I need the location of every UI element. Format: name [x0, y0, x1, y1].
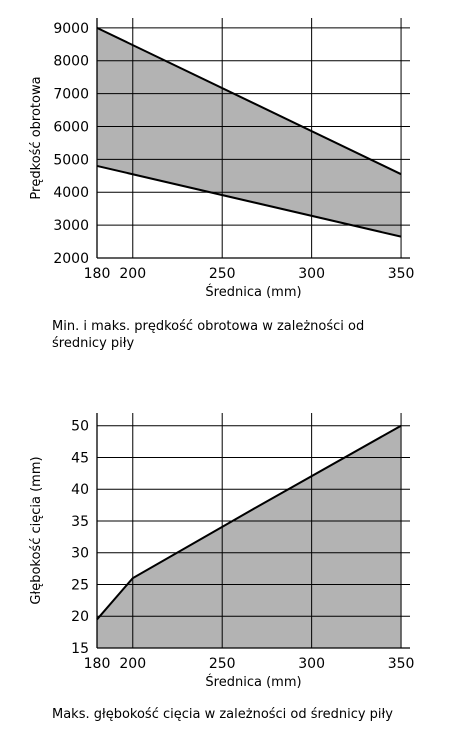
c2-x-tick-label: 350 [388, 656, 415, 672]
c1-y-tick-label: 6000 [53, 119, 89, 135]
c2-x-axis-title: Średnica (mm) [205, 674, 301, 690]
depth-chart: 15 20 25 30 35 40 45 50 180 200 250 300 350 Średnica … [0, 395, 450, 705]
c2-y-tick-label: 35 [71, 514, 89, 530]
c1-x-tick-label: 300 [298, 266, 325, 282]
c2-y-tick-label: 15 [71, 641, 89, 657]
c2-x-tick-label: 300 [298, 656, 325, 672]
c1-x-axis-title: Średnica (mm) [205, 284, 301, 300]
c1-y-tick-label: 2000 [53, 251, 89, 267]
c1-y-axis-title: Prędkość obrotowa [29, 76, 44, 199]
speed-chart-svg: 2000 3000 4000 5000 6000 7000 8000 9000 180 200 25… [29, 18, 415, 300]
depth-chart-svg: 15 20 25 30 35 40 45 50 180 200 250 300 350 Średnica … [29, 413, 415, 690]
c2-y-tick-label: 30 [71, 546, 89, 562]
depth-chart-caption: Maks. głębokość cięcia w zależności od ś… [52, 707, 393, 722]
speed-chart-caption: Min. i maks. prędkość obrotowa w zależno… [52, 319, 365, 351]
c1-series-line-2 [96, 164, 402, 238]
c2-y-tick-label: 45 [71, 450, 89, 466]
c1-x-tick-label: 180 [84, 266, 111, 282]
c2-series-line-1 [96, 424, 402, 621]
c2-y-axis-title: Głębokość cięcia (mm) [29, 456, 44, 604]
c2-y-tick-label: 20 [71, 609, 89, 625]
c1-y-tick-label: 8000 [53, 54, 89, 70]
c2-y-tick-label: 25 [71, 577, 89, 593]
c2-x-tick-label: 180 [84, 656, 111, 672]
c2-fill-area [97, 425, 402, 648]
c1-y-tick-label: 7000 [53, 87, 89, 103]
c2-y-tick-label: 50 [71, 419, 89, 435]
c1-y-tick-label: 4000 [53, 185, 89, 201]
c1-series-line-1 [96, 26, 402, 176]
c1-x-tick-label: 250 [209, 266, 236, 282]
c1-y-tick-label: 5000 [53, 152, 89, 168]
c1-x-tick-label: 350 [388, 266, 415, 282]
c2-x-tick-label: 250 [209, 656, 236, 672]
c2-x-tick-label: 200 [119, 656, 146, 672]
speed-chart: 2000 3000 4000 5000 6000 7000 8000 9000 180 200 25… [0, 0, 450, 310]
c1-x-tick-label: 200 [119, 266, 146, 282]
c1-y-tick-label: 3000 [53, 218, 89, 234]
c1-fill-area [97, 27, 402, 237]
c2-y-tick-label: 40 [71, 482, 89, 498]
c1-y-tick-label: 9000 [53, 21, 89, 37]
